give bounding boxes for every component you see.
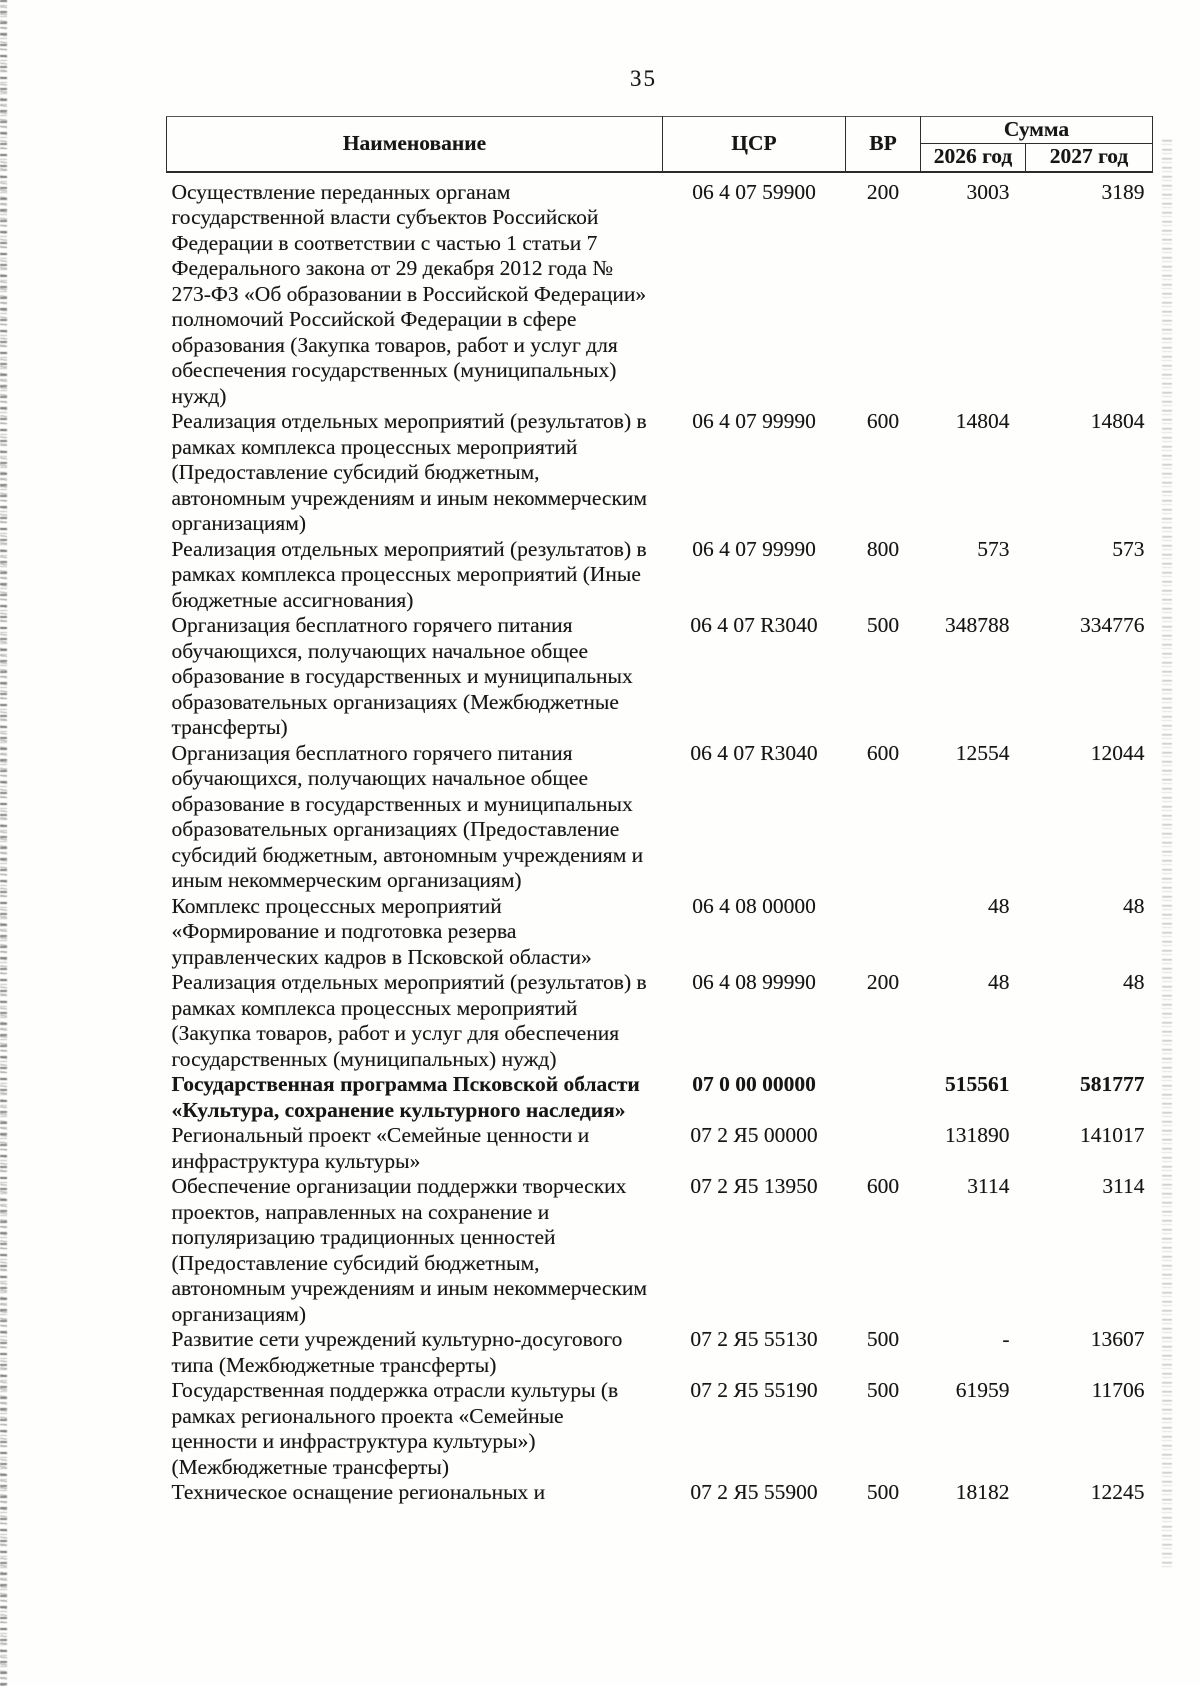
cell-name: Обеспечение организации поддержки творче… [171, 1174, 648, 1326]
table-row: Техническое оснащение региональных и 07 2… [167, 1480, 1153, 1506]
cell-v2026: 348788 [945, 613, 1010, 637]
table-row: Государственная программа Псковской обла… [167, 1072, 1153, 1123]
cell-csr: 07 0 00 00000 [692, 1072, 816, 1096]
cell-csr: 06 4 07 99990 [692, 536, 816, 561]
col-header-csr: ЦСР [662, 116, 846, 172]
table-row: Реализация отдельных мероприятий (резуль… [167, 409, 1153, 537]
cell-name: Комплекс процессных мероприятий «Формиро… [171, 893, 592, 969]
cell-v2026: 3003 [966, 179, 1010, 204]
cell-csr: 06 4 07 R3040 [690, 740, 818, 765]
cell-name: Развитие сети учреждений культурно-досуг… [171, 1327, 623, 1377]
cell-vr [846, 894, 921, 971]
col-header-sum: Сумма [919, 116, 1154, 144]
cell-name: Реализация отдельных мероприятий (резуль… [171, 970, 647, 1071]
cell-name: Организация бесплатного горячего питания… [171, 613, 633, 739]
cell-csr: 06 4 08 00000 [692, 893, 816, 918]
cell-v2026: 18182 [955, 1480, 1010, 1504]
cell-v2027: 581777 [1080, 1072, 1145, 1096]
table-row: Региональный проект «Семейные ценности и… [167, 1123, 1153, 1174]
cell-v2027: 48 [1123, 893, 1145, 918]
cell-name: Государственная поддержка отрасли культу… [171, 1378, 619, 1479]
cell-name: Реализация отдельных мероприятий (резуль… [171, 536, 647, 612]
cell-v2027: 11706 [1091, 1378, 1145, 1402]
cell-v2027: 3114 [1102, 1174, 1145, 1198]
cell-name: Государственная программа Псковской обла… [171, 1072, 640, 1122]
cell-vr: 800 [866, 536, 900, 561]
cell-csr: 07 2 Я5 55900 [690, 1480, 818, 1504]
cell-vr: 200 [866, 179, 900, 204]
col-header-2026: 2026 год [920, 142, 1026, 172]
cell-vr: 600 [866, 409, 900, 433]
cell-v2026: - [1002, 1327, 1010, 1351]
cell-v2027: 334776 [1080, 613, 1145, 637]
cell-name: Организация бесплатного горячего питания… [171, 740, 644, 893]
cell-csr: 06 4 07 R3040 [690, 613, 818, 637]
cell-vr: 500 [866, 613, 900, 637]
cell-v2027: 3189 [1101, 179, 1145, 204]
cell-name: Региональный проект «Семейные ценности и… [171, 1123, 590, 1173]
cell-name: Техническое оснащение региональных и [171, 1480, 546, 1504]
cell-csr: 06 4 07 99990 [692, 409, 816, 433]
cell-v2027: 573 [1112, 536, 1145, 561]
cell-vr [846, 1123, 921, 1174]
cell-v2026: 3114 [967, 1174, 1010, 1198]
cell-name: Реализация отдельных мероприятий (резуль… [171, 409, 648, 535]
cell-csr: 06 4 08 99990 [692, 970, 816, 994]
cell-v2027: 13607 [1090, 1327, 1145, 1351]
table-row: Реализация отдельных мероприятий (резуль… [167, 970, 1153, 1072]
table-row: Обеспечение организации поддержки творче… [167, 1174, 1153, 1327]
cell-csr: 07 2 Я5 13950 [690, 1174, 818, 1198]
cell-v2026: 48 [988, 970, 1010, 994]
cell-csr: 07 2 Я5 00000 [690, 1123, 818, 1147]
scan-artifact-right-edge [1162, 140, 1172, 1570]
table-row: Реализация отдельных мероприятий (резуль… [167, 537, 1153, 614]
cell-csr: 07 2 Я5 55190 [690, 1378, 818, 1402]
cell-v2026: 131890 [945, 1123, 1010, 1147]
table-row: Организация бесплатного горячего питания… [167, 741, 1153, 894]
cell-vr: 500 [866, 1327, 900, 1351]
cell-v2026: 12554 [955, 740, 1010, 765]
cell-v2026: 14804 [955, 409, 1010, 433]
cell-v2026: 515561 [945, 1072, 1010, 1096]
cell-vr: 600 [866, 1174, 900, 1198]
cell-csr: 07 2 Я5 55130 [690, 1327, 818, 1351]
col-header-vr: ВР [845, 116, 921, 172]
cell-v2027: 141017 [1080, 1123, 1145, 1147]
cell-v2026: 573 [977, 536, 1010, 561]
cell-vr: 200 [866, 970, 900, 994]
cell-v2027: 12044 [1090, 740, 1145, 765]
scan-artifact-left-edge [0, 0, 7, 1686]
table-row: Комплекс процессных мероприятий «Формиро… [167, 894, 1153, 971]
col-header-name: Наименование [166, 116, 663, 172]
cell-v2026: 61959 [955, 1378, 1010, 1402]
cell-v2027: 14804 [1090, 409, 1145, 433]
cell-name: Осуществление переданных органам государ… [171, 179, 647, 408]
col-header-2027: 2027 год [1024, 142, 1154, 172]
table-row: Осуществление переданных органам государ… [167, 172, 1153, 410]
table-body: Осуществление переданных органам государ… [167, 172, 1153, 1506]
table-row: Развитие сети учреждений культурно-досуг… [167, 1327, 1153, 1378]
cell-v2026: 48 [988, 893, 1010, 918]
cell-v2027: 48 [1123, 970, 1145, 994]
table-row: Организация бесплатного горячего питания… [167, 613, 1153, 741]
cell-vr: 500 [866, 1378, 900, 1402]
budget-table: Наименование ЦСР ВР Сумма 2026 год 2027 … [166, 116, 1154, 1506]
cell-vr: 500 [866, 1480, 900, 1504]
table-row: Государственная поддержка отрасли культу… [167, 1378, 1153, 1480]
cell-csr: 06 4 07 59900 [692, 179, 816, 204]
page-number: 35 [630, 66, 657, 91]
cell-vr [846, 1072, 921, 1123]
cell-v2027: 12245 [1090, 1480, 1145, 1504]
table-header: Наименование ЦСР ВР Сумма 2026 год 2027 … [166, 116, 1154, 172]
cell-vr: 600 [866, 740, 900, 765]
